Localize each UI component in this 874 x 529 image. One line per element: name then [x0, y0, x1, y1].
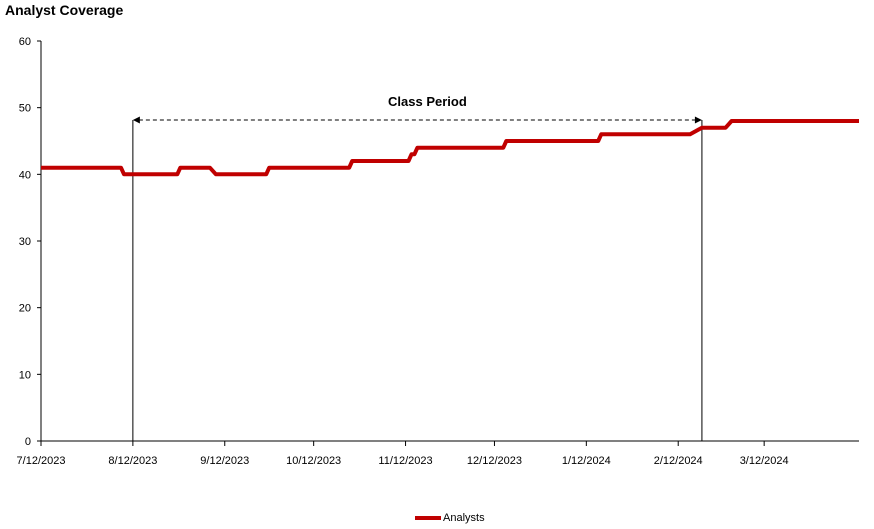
y-tick-label: 60	[19, 36, 31, 48]
class-period-arrow-left	[132, 116, 140, 124]
x-tick-label: 8/12/2023	[108, 455, 157, 467]
y-tick-label: 30	[19, 236, 31, 248]
y-tick-label: 0	[25, 436, 31, 448]
x-tick-label: 10/12/2023	[286, 455, 341, 467]
y-tick-label: 40	[19, 169, 31, 181]
x-tick-label: 2/12/2024	[654, 455, 703, 467]
x-tick-label: 1/12/2024	[562, 455, 611, 467]
class-period-label: Class Period	[388, 94, 467, 109]
class-period-arrow-right	[694, 116, 702, 124]
x-tick-label: 7/12/2023	[17, 455, 66, 467]
axes: 0 10 20 30 40 50 60 7/12/2023 8/12/2023 9/12/2023…	[17, 36, 859, 467]
series-layer	[40, 119, 860, 177]
x-tick-label: 12/12/2023	[467, 455, 522, 467]
series-line-analysts	[41, 119, 859, 177]
legend-label-analysts: Analysts	[443, 512, 485, 524]
legend: Analysts	[415, 512, 485, 524]
legend-swatch-analysts	[415, 516, 441, 520]
x-tick-label: 11/12/2023	[378, 455, 432, 467]
y-tick-label: 10	[19, 369, 31, 381]
y-tick-label: 50	[19, 103, 31, 115]
chart-title: Analyst Coverage	[5, 2, 124, 18]
y-tick-label: 20	[19, 303, 31, 315]
x-tick-label: 9/12/2023	[200, 455, 249, 467]
x-tick-label: 3/12/2024	[740, 455, 789, 467]
